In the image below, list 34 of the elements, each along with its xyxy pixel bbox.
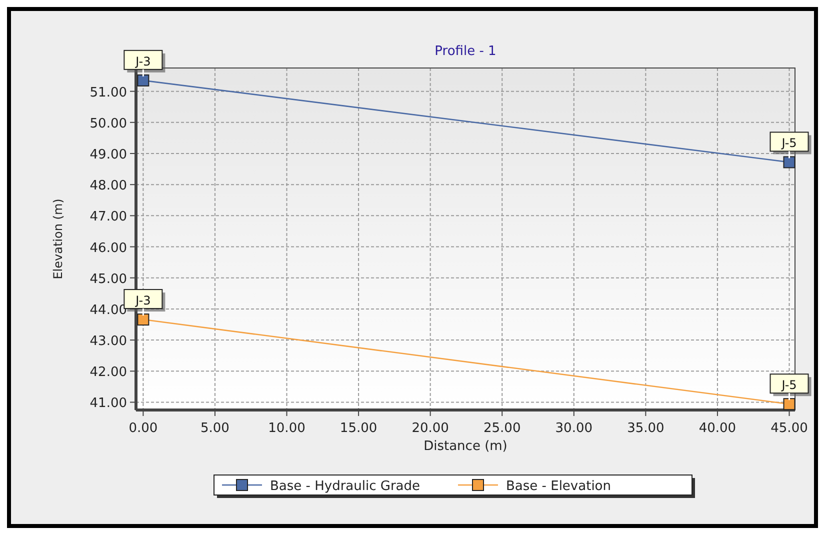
point <box>137 314 150 326</box>
y-tick-label: 43.00 <box>90 334 127 350</box>
legend-label: Base - Elevation <box>506 479 611 494</box>
data-label: J-5 <box>780 378 797 392</box>
point <box>783 156 796 168</box>
y-tick-label: 47.00 <box>90 210 127 225</box>
data-label: J-3 <box>134 294 151 308</box>
point <box>137 74 150 86</box>
x-tick-label: 15.00 <box>340 421 378 436</box>
y-tick-label: 42.00 <box>90 365 127 380</box>
x-axis-title: Distance (m) <box>424 439 508 454</box>
data-label: J-3 <box>134 54 151 68</box>
y-tick-label: 49.00 <box>90 148 127 162</box>
y-tick-label: 51.00 <box>90 85 127 100</box>
y-tick-label: 45.00 <box>90 272 127 287</box>
x-tick-label: 5.00 <box>200 421 230 436</box>
legend-label: Base - Hydraulic Grade <box>270 479 420 494</box>
y-tick-label: 48.00 <box>90 178 127 194</box>
y-tick-label: 46.00 <box>90 240 127 256</box>
data-label: J-5 <box>780 136 797 150</box>
y-tick-label: 44.00 <box>90 302 127 318</box>
x-tick-label: 10.00 <box>268 421 306 436</box>
chart-title: Profile - 1 <box>434 44 496 59</box>
x-tick-label: 30.00 <box>555 421 593 436</box>
x-tick-label: 45.00 <box>770 421 808 436</box>
y-axis-title: Elevation (m) <box>51 198 65 280</box>
x-tick-label: 25.00 <box>484 421 521 436</box>
x-tick-label: 0.00 <box>128 421 158 436</box>
point <box>783 398 796 410</box>
y-tick-label: 50.00 <box>90 116 127 132</box>
x-tick-label: 35.00 <box>627 421 664 436</box>
x-tick-label: 40.00 <box>698 421 736 436</box>
x-tick-label: 20.00 <box>412 421 449 436</box>
y-tick-label: 41.00 <box>90 396 127 412</box>
